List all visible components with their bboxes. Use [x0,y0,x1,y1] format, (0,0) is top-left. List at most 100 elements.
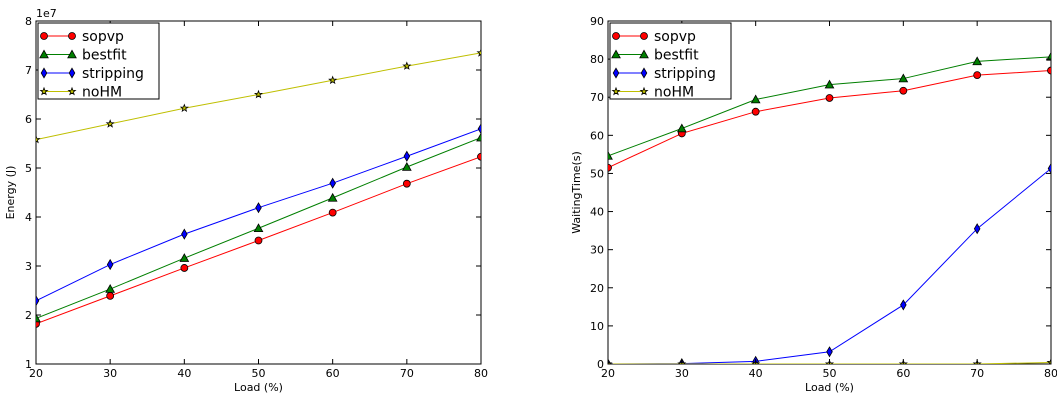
energy-x-axis-label: Load (%) [234,381,283,394]
energy-legend-label-noHM: noHM [82,85,122,101]
energy-x-tick-label: 80 [474,367,488,380]
energy-data-point-bestfit [253,223,264,233]
waiting-time-data-point-sopvp [1047,66,1051,75]
waiting-time-legend-label-bestfit: bestfit [654,48,699,64]
waiting-time-legend-marker-sopvp [612,32,620,40]
energy-data-point-bestfit [476,132,481,142]
waiting-time-data-point-noHM [608,359,613,364]
energy-y-tick-label: 3 [25,260,32,273]
waiting-time-data-point-stripping [973,223,981,235]
waiting-time-chart: 20 30 40 50 60 70 80 0 10 20 30 40 50 60 70 80 90 Load (… [570,15,1057,394]
waiting-time-x-tick-label: 40 [749,367,763,380]
energy-series-clip [36,48,481,328]
waiting-time-y-tick-label: 70 [590,91,604,104]
energy-data-point-sopvp [328,208,337,217]
waiting-time-legend-label-stripping: stripping [654,66,716,82]
waiting-time-legend-label-sopvp: sopvp [654,29,696,45]
energy-chart: 20 30 40 50 60 70 80 1 2 3 4 5 6 7 8 Load (%) Energy (… [4,7,488,394]
energy-legend-marker-sopvp [68,32,76,40]
waiting-time-data-point-sopvp [608,163,612,172]
energy-series-layer [36,48,481,328]
waiting-time-legend-marker-stripping [612,67,620,79]
energy-y-axis-label: Energy (J) [4,166,17,220]
waiting-time-legend: sopvp bestfit stripping noHM [609,22,732,101]
waiting-time-legend-marker-noHM [611,86,621,96]
waiting-time-legend-label-noHM: noHM [654,85,694,101]
waiting-time-y-tick-label: 10 [590,320,604,333]
energy-legend-marker-noHM [39,86,49,96]
waiting-time-legend-marker-sopvp [640,32,648,40]
energy-offset-label: 1e7 [36,7,57,20]
energy-data-point-noHM [253,89,264,99]
waiting-time-legend-marker-bestfit [639,49,649,59]
energy-y-tick-label: 2 [25,309,32,322]
waiting-time-x-tick-label: 30 [675,367,689,380]
energy-ticks: 20 30 40 50 60 70 80 1 2 3 4 5 6 7 8 [25,15,488,380]
waiting-time-data-point-sopvp [825,94,834,102]
waiting-time-x-tick-label: 70 [970,367,984,380]
energy-x-tick-label: 20 [29,367,43,380]
energy-legend-marker-stripping [68,67,76,79]
energy-data-point-stripping [329,177,336,189]
energy-data-point-stripping [255,202,262,214]
waiting-time-y-tick-label: 30 [590,244,604,257]
energy-data-point-noHM [36,134,41,144]
energy-data-point-sopvp [402,179,411,188]
waiting-time-y-tick-label: 50 [590,167,604,180]
energy-data-point-stripping [106,258,114,271]
energy-data-point-noHM [179,103,189,113]
waiting-time-y-tick-label: 0 [597,358,604,371]
energy-y-tick-label: 4 [25,211,32,224]
energy-legend-marker-bestfit [39,49,49,59]
energy-legend-label-bestfit: bestfit [82,48,127,64]
waiting-time-x-tick-label: 60 [896,367,910,380]
waiting-time-ticks: 20 30 40 50 60 70 80 0 10 20 30 40 50 60 70 80 90 [590,15,1057,380]
energy-legend-marker-bestfit [67,49,77,59]
waiting-time-x-axis-label: Load (%) [805,381,854,394]
waiting-time-data-point-stripping [900,299,907,311]
energy-data-point-sopvp [477,152,481,161]
energy-data-point-bestfit [179,253,190,262]
waiting-time-y-tick-label: 90 [590,15,604,28]
waiting-time-legend-marker-noHM [639,86,649,96]
energy-data-point-sopvp [254,236,263,245]
waiting-time-legend-marker-stripping [640,67,648,79]
energy-y-tick-label: 7 [25,64,32,77]
energy-legend-marker-sopvp [40,32,48,40]
waiting-time-data-point-bestfit [972,56,983,66]
energy-x-tick-label: 70 [400,367,414,380]
waiting-time-data-point-bestfit [750,94,761,104]
energy-x-tick-label: 40 [177,367,191,380]
energy-y-tick-label: 5 [25,162,32,175]
waiting-time-y-tick-label: 20 [590,282,604,295]
waiting-time-data-point-sopvp [973,71,982,80]
energy-data-point-sopvp [180,264,189,272]
waiting-time-data-point-noHM [1046,357,1051,364]
energy-y-tick-label: 6 [25,113,32,126]
energy-data-point-stripping [36,295,40,307]
energy-data-point-bestfit [105,284,116,293]
energy-legend-marker-noHM [67,86,77,96]
energy-legend: sopvp bestfit stripping noHM [37,22,160,101]
waiting-time-data-point-stripping [826,346,833,358]
waiting-time-data-point-sopvp [751,107,760,116]
energy-y-tick-label: 1 [25,358,32,371]
energy-data-point-stripping [403,150,411,162]
waiting-time-x-tick-label: 80 [1044,367,1057,380]
energy-data-point-noHM [402,61,412,70]
energy-data-point-noHM [476,48,481,57]
waiting-time-data-point-bestfit [1046,51,1051,61]
waiting-time-y-tick-label: 40 [590,206,604,219]
waiting-time-data-point-bestfit [824,79,835,89]
energy-y-tick-label: 8 [25,15,32,28]
waiting-time-data-point-bestfit [898,73,909,83]
waiting-time-x-tick-label: 50 [823,367,837,380]
waiting-time-y-axis-label: WaitingTime(s) [570,151,583,234]
energy-x-tick-label: 50 [252,367,266,380]
energy-x-tick-label: 30 [103,367,117,380]
energy-legend-marker-stripping [40,67,48,79]
energy-data-point-noHM [328,75,338,85]
energy-data-point-sopvp [106,291,115,300]
waiting-time-x-tick-label: 20 [601,367,615,380]
